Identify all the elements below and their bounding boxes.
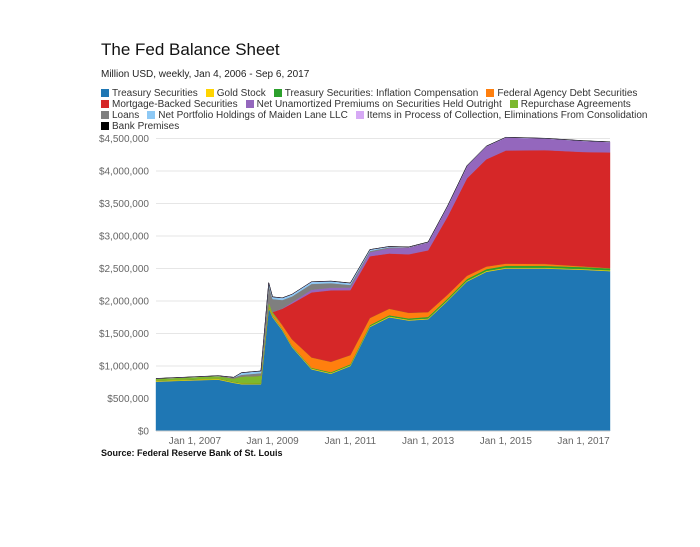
legend-label: Mortgage-Backed Securities — [112, 99, 238, 110]
source-note: Source: Federal Reserve Bank of St. Loui… — [101, 448, 283, 458]
x-tick-label: Jan 1, 2007 — [169, 436, 222, 447]
legend-label: Loans — [112, 110, 140, 121]
legend-swatch — [101, 111, 109, 119]
chart-title: The Fed Balance Sheet — [101, 40, 280, 59]
legend-swatch — [101, 122, 109, 130]
legend-item[interactable]: Loans — [101, 110, 139, 121]
x-tick-label: Jan 1, 2013 — [402, 436, 455, 447]
legend-row: Mortgage-Backed Securities Net Unamortize… — [101, 99, 631, 110]
y-tick-label: $2,500,000 — [99, 264, 149, 275]
legend-item[interactable]: Bank Premises — [101, 121, 179, 132]
legend-label: Treasury Securities: Inflation Compensat… — [284, 88, 479, 99]
legend-item[interactable]: Items in Process of Collection, Eliminat… — [355, 110, 648, 121]
legend-swatch — [355, 111, 364, 119]
y-tick-label: $3,000,000 — [99, 232, 149, 243]
legend-swatch — [273, 89, 282, 97]
legend-swatch — [509, 100, 518, 108]
y-tick-label: $0 — [138, 427, 150, 438]
y-tick-label: $3,500,000 — [99, 199, 149, 210]
legend-item[interactable]: Net Portfolio Holdings of Maiden Lane LL… — [147, 110, 348, 121]
y-tick-label: $2,000,000 — [99, 297, 149, 308]
legend-swatch — [245, 100, 254, 108]
legend-item[interactable]: Mortgage-Backed Securities — [101, 99, 238, 110]
legend-label: Repurchase Agreements — [520, 99, 631, 110]
y-tick-label: $1,500,000 — [99, 329, 149, 340]
legend-label: Treasury Securities — [112, 88, 198, 99]
legend: Treasury Securities Gold Stock Treasury Se… — [101, 88, 647, 132]
legend-swatch — [205, 89, 214, 97]
y-tick-label: $500,000 — [107, 394, 149, 405]
y-tick-label: $4,500,000 — [99, 134, 149, 145]
legend-item[interactable]: Treasury Securities — [101, 88, 198, 99]
x-tick-label: Jan 1, 2009 — [246, 436, 299, 447]
legend-label: Net Portfolio Holdings of Maiden Lane LL… — [158, 110, 348, 121]
legend-label: Net Unamortized Premiums on Securities H… — [256, 99, 502, 110]
legend-label: Federal Agency Debt Securities — [497, 88, 638, 99]
x-tick-label: Jan 1, 2011 — [325, 436, 377, 447]
legend-label: Items in Process of Collection, Eliminat… — [366, 110, 648, 121]
legend-label: Gold Stock — [216, 88, 266, 99]
legend-item[interactable]: Repurchase Agreements — [509, 99, 631, 110]
legend-item[interactable]: Federal Agency Debt Securities — [486, 88, 637, 99]
legend-label: Bank Premises — [112, 121, 180, 132]
area-series-10 — [155, 136, 611, 379]
legend-row: Treasury Securities Gold Stock Treasury Se… — [101, 88, 637, 99]
legend-swatch — [101, 100, 109, 108]
legend-item[interactable]: Treasury Securities: Inflation Compensat… — [273, 88, 479, 99]
legend-item[interactable]: Gold Stock — [205, 88, 266, 99]
legend-swatch — [147, 111, 156, 119]
legend-item[interactable]: Net Unamortized Premiums on Securities H… — [245, 99, 502, 110]
legend-swatch — [101, 89, 109, 97]
y-tick-label: $4,000,000 — [99, 167, 149, 178]
chart-subtitle: Million USD, weekly, Jan 4, 2006 - Sep 6… — [101, 69, 310, 80]
legend-row: Bank Premises — [101, 121, 621, 132]
legend-row: Loans Net Portfolio Holdings of Maiden La… — [101, 110, 647, 121]
legend-swatch — [486, 89, 495, 97]
x-tick-label: Jan 1, 2015 — [480, 436, 533, 447]
y-tick-label: $1,000,000 — [99, 362, 149, 373]
x-tick-label: Jan 1, 2017 — [557, 436, 610, 447]
